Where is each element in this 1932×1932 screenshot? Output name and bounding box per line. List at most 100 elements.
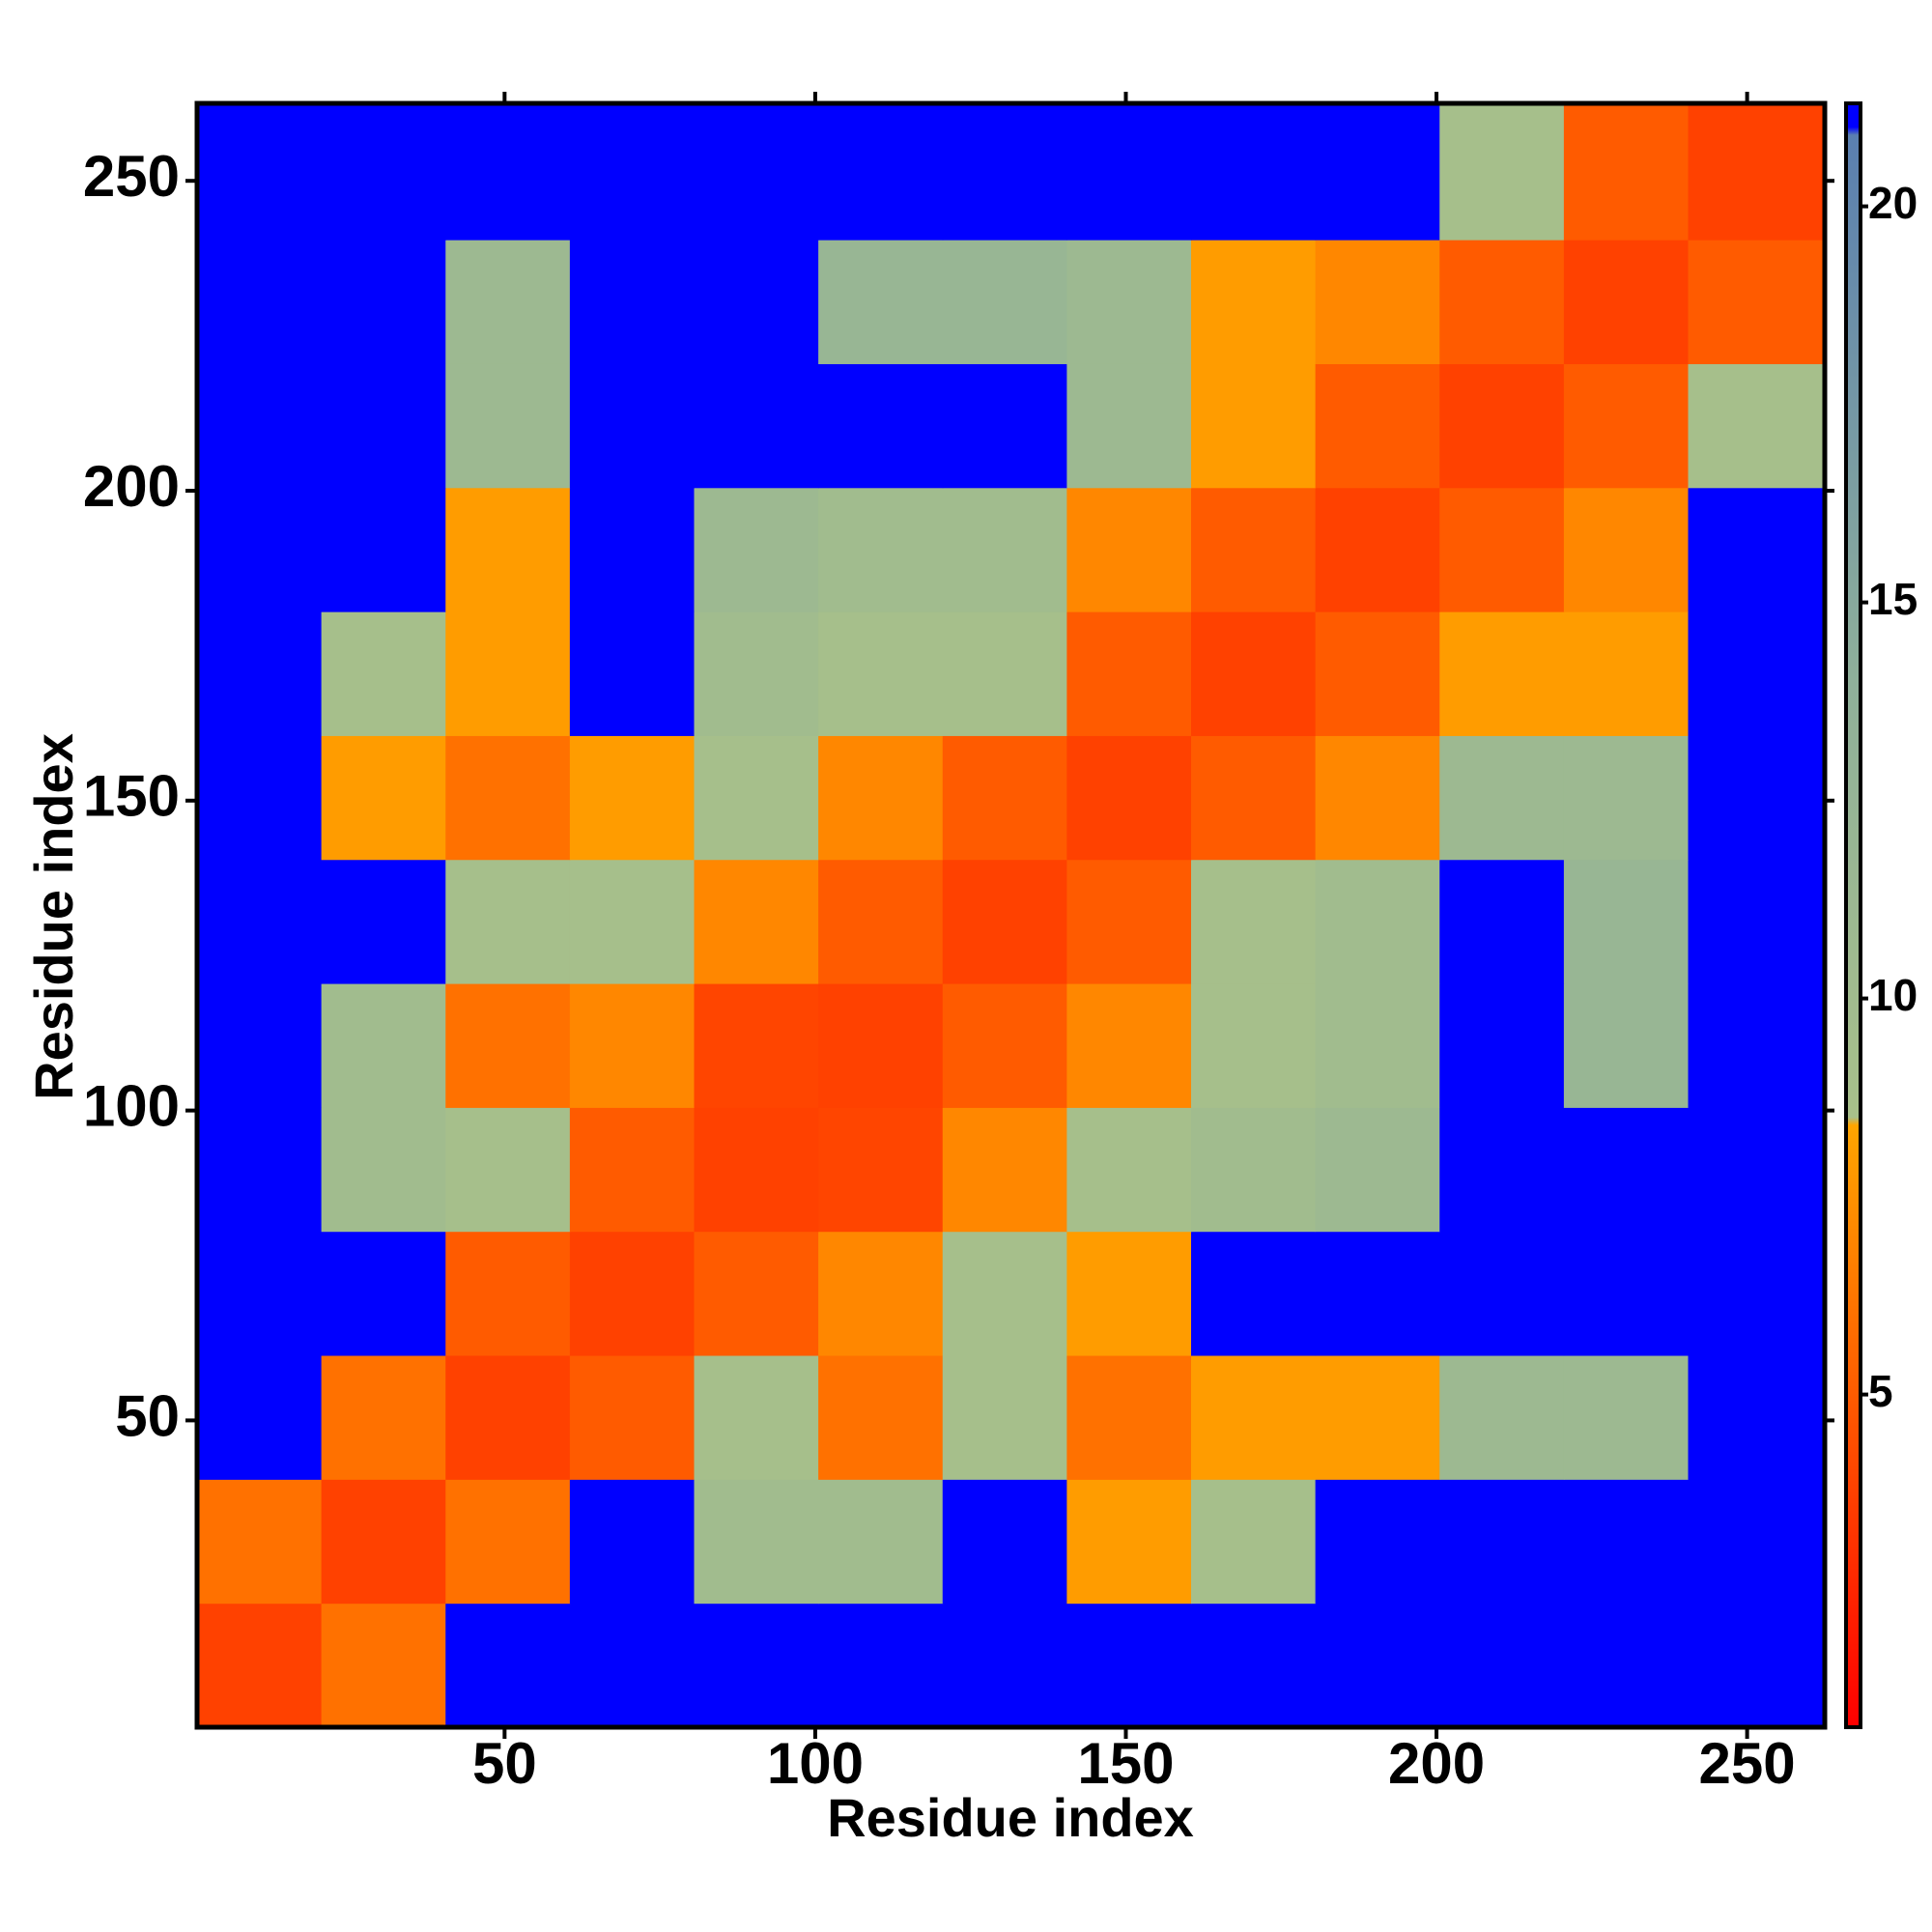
heatmap-cell — [1688, 1603, 1826, 1728]
heatmap-cell — [1688, 1231, 1826, 1356]
heatmap-cell — [1439, 240, 1565, 364]
heatmap-cell — [1191, 363, 1317, 489]
heatmap-cell — [1315, 1603, 1440, 1728]
colorbar-tick-label: 5 — [1868, 1366, 1893, 1416]
heatmap-cell — [818, 1355, 944, 1480]
heatmap-cell — [818, 611, 944, 736]
colorbar-tick-label: 20 — [1868, 178, 1918, 228]
heatmap-cell — [1315, 611, 1440, 736]
heatmap-cell — [818, 1479, 944, 1605]
heatmap-cell — [1439, 1479, 1565, 1605]
x-tick-label: 100 — [767, 1731, 864, 1796]
heatmap-cell — [1191, 611, 1317, 736]
y-tick-label: 50 — [115, 1383, 180, 1448]
heatmap-cell — [197, 487, 323, 612]
heatmap-cell — [1191, 1479, 1317, 1605]
heatmap-cell — [942, 240, 1067, 364]
heatmap-cell — [197, 1355, 323, 1480]
heatmap-cell — [569, 983, 696, 1108]
heatmap-cell — [445, 487, 571, 612]
heatmap-cell — [1315, 363, 1440, 489]
heatmap-cell — [445, 1603, 571, 1728]
heatmap-cell — [1563, 611, 1690, 736]
heatmap-cell — [942, 1231, 1067, 1356]
heatmap-cell — [1688, 611, 1826, 736]
heatmap-cell — [197, 983, 323, 1108]
heatmap-cell — [942, 859, 1067, 984]
heatmap-cell — [1066, 363, 1192, 489]
heatmap-cell — [1439, 1231, 1565, 1356]
heatmap-cell — [1315, 103, 1440, 241]
heatmap — [197, 103, 1826, 1728]
heatmap-cell — [1066, 1479, 1192, 1605]
heatmap-cell — [321, 487, 446, 612]
heatmap-cell — [321, 103, 446, 241]
heatmap-cell — [1439, 983, 1565, 1108]
heatmap-cell — [818, 363, 944, 489]
heatmap-cell — [1688, 735, 1826, 861]
heatmap-cell — [694, 240, 819, 364]
x-tick-label: 150 — [1077, 1731, 1174, 1796]
heatmap-cell — [694, 1479, 819, 1605]
heatmap-cell — [569, 1479, 696, 1605]
heatmap-cell — [197, 1479, 323, 1605]
heatmap-cell — [569, 103, 696, 241]
heatmap-cell — [1563, 735, 1690, 861]
heatmap-cell — [694, 611, 819, 736]
heatmap-cell — [321, 1355, 446, 1480]
heatmap-cell — [1563, 363, 1690, 489]
heatmap-cell — [197, 859, 323, 984]
heatmap-cell — [321, 1603, 446, 1728]
heatmap-cell — [694, 1231, 819, 1356]
heatmap-cell — [818, 859, 944, 984]
heatmap-cell — [1439, 859, 1565, 984]
heatmap-cell — [321, 735, 446, 861]
y-tick-label: 150 — [83, 764, 180, 829]
heatmap-cell — [1563, 1603, 1690, 1728]
heatmap-cell — [1315, 487, 1440, 612]
heatmap-cell — [1066, 1355, 1192, 1480]
heatmap-cell — [1315, 983, 1440, 1108]
heatmap-cell — [1563, 983, 1690, 1108]
heatmap-cell — [1066, 240, 1192, 364]
heatmap-cell — [569, 363, 696, 489]
heatmap-cell — [1191, 1231, 1317, 1356]
heatmap-cell — [1688, 983, 1826, 1108]
heatmap-cell — [942, 103, 1067, 241]
heatmap-cell — [321, 1107, 446, 1233]
heatmap-cell — [321, 1231, 446, 1356]
heatmap-cell — [694, 735, 819, 861]
heatmap-cell — [694, 983, 819, 1108]
heatmap-cell — [1066, 1107, 1192, 1233]
heatmap-cell — [1439, 735, 1565, 861]
heatmap-cell — [942, 1479, 1067, 1605]
heatmap-cell — [569, 240, 696, 364]
heatmap-cell — [445, 240, 571, 364]
heatmap-cell — [1315, 1355, 1440, 1480]
heatmap-cell — [445, 735, 571, 861]
heatmap-cell — [197, 240, 323, 364]
colorbar-tick-label: 10 — [1868, 970, 1918, 1020]
heatmap-cell — [818, 1231, 944, 1356]
heatmap-cell — [694, 103, 819, 241]
heatmap-cell — [445, 983, 571, 1108]
heatmap-cell — [1191, 103, 1317, 241]
heatmap-cell — [1563, 1479, 1690, 1605]
heatmap-cell — [569, 611, 696, 736]
heatmap-cell — [321, 983, 446, 1108]
heatmap-cell — [1191, 1355, 1317, 1480]
heatmap-cell — [1066, 983, 1192, 1108]
y-tick-label: 250 — [83, 144, 180, 209]
x-tick-label: 250 — [1699, 1731, 1796, 1796]
heatmap-cell — [1066, 1231, 1192, 1356]
heatmap-cell — [1315, 1107, 1440, 1233]
heatmap-cell — [445, 103, 571, 241]
plot-frame — [194, 100, 1828, 1730]
heatmap-cell — [694, 487, 819, 612]
heatmap-cell — [1688, 103, 1826, 241]
heatmap-cell — [818, 487, 944, 612]
heatmap-cell — [445, 1107, 571, 1233]
heatmap-cell — [1563, 1107, 1690, 1233]
heatmap-cell — [321, 240, 446, 364]
